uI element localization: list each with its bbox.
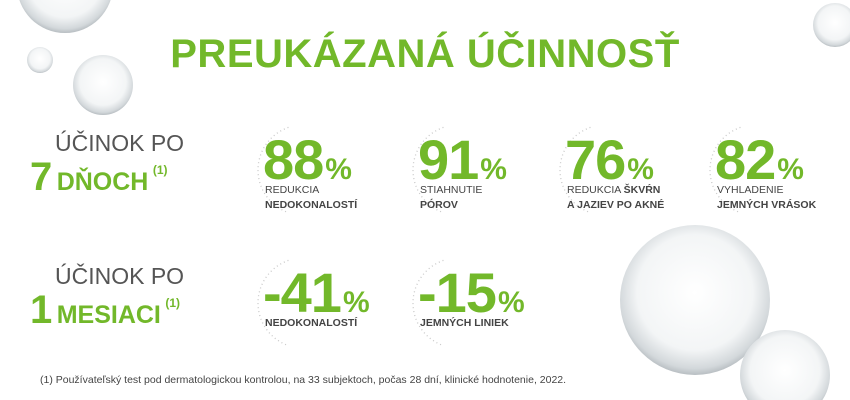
stat-label: VYHLADENIE JEMNÝCH VRÁSOK [717,183,816,213]
label-line: PÓROV [420,198,482,213]
label-line: VYHLADENIE [717,183,816,198]
label-text: ŠKVŔN [623,184,661,196]
bubble [740,330,830,400]
row-label-top: ÚČINOK PO [55,263,185,289]
label-text: VYHLADENIE [717,184,784,196]
label-line: REDUKCIA ŠKVŔN [567,183,664,198]
stat-number: 82 [715,128,776,191]
row-label-note: (1) [152,163,168,177]
label-text: JEMNÝCH VRÁSOK [717,199,817,211]
stat-value: 82% [715,127,804,192]
stat-value: 91% [418,127,507,192]
row-label-note: (1) [165,296,181,310]
stat-label: JEMNÝCH LINIEK [420,316,509,331]
row-label: 7 DŇOCH (1) [30,155,168,200]
stat-number: 76 [565,128,626,191]
stat-value: 88% [263,127,352,192]
label-text: JEMNÝCH LINIEK [420,317,509,329]
title: PREUKÁZANÁ ÚČINNOSŤ [170,32,680,76]
footnote: (1) Používateľský test pod dermatologick… [40,374,567,386]
label-line: JEMNÝCH LINIEK [420,316,509,331]
dotted-arc [257,126,289,214]
stat-unit: % [627,153,654,186]
row-label-word: DŇOCH [56,168,149,196]
stat-value: -15% [418,260,525,325]
label-text: NEDOKONALOSTÍ [265,317,358,329]
dotted-arc [412,259,444,347]
stat-value: -41% [263,260,370,325]
label-line: JEMNÝCH VRÁSOK [717,198,816,213]
label-text: STIAHNUTIE [420,184,483,196]
stat-number: 88 [263,128,324,191]
stat-unit: % [480,153,507,186]
stat-number: 91 [418,128,479,191]
row-label-number: 1 [30,288,53,332]
row-label-top: ÚČINOK PO [55,130,185,156]
dotted-arc [257,259,289,347]
label-line: REDUKCIA [265,183,357,198]
row-label-word: MESIACI [56,301,161,329]
dotted-arc [559,126,591,214]
row-label: 1 MESIACI (1) [30,288,180,333]
stat-unit: % [325,153,352,186]
bubble [19,0,111,33]
label-text: REDUKCIA [265,184,320,196]
stat-label: REDUKCIA ŠKVŔN A JAZIEV PO AKNÉ [567,183,664,213]
stat-number: -41 [263,261,342,324]
label-line: NEDOKONALOSTÍ [265,198,357,213]
bubble [813,3,850,47]
stat-number: -15 [418,261,497,324]
bubble [27,47,53,73]
label-line: STIAHNUTIE [420,183,482,198]
stat-unit: % [777,153,804,186]
label-text: A JAZIEV PO AKNÉ [567,199,665,211]
stat-label: STIAHNUTIE PÓROV [420,183,482,213]
label-text: NEDOKONALOSTÍ [265,199,358,211]
stat-label: NEDOKONALOSTÍ [265,316,357,331]
label-line: NEDOKONALOSTÍ [265,316,357,331]
stat-unit: % [497,286,525,319]
dotted-arc [412,126,444,214]
label-text: PÓROV [420,199,458,211]
stat-value: 76% [565,127,654,192]
dotted-arc [709,126,741,214]
bubble [620,225,770,375]
bubble [73,55,133,115]
stat-label: REDUKCIA NEDOKONALOSTÍ [265,183,357,213]
label-line: A JAZIEV PO AKNÉ [567,198,664,213]
stat-unit: % [342,286,370,319]
row-label-number: 7 [30,155,53,199]
label-text: REDUKCIA [567,184,621,196]
